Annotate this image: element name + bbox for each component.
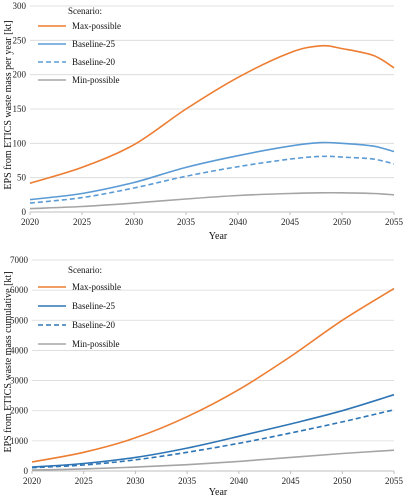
x-tick-label: 2040 [230,476,249,486]
y-tick-label: 200 [13,70,27,80]
x-axis-label: Year [209,231,228,242]
y-tick-label: 3000 [10,376,29,386]
legend-label: Min-possible [72,75,120,85]
y-tick-label: 0 [24,466,29,476]
y-tick-label: 300 [13,1,27,11]
legend-label: Min-possible [72,339,120,349]
y-tick-label: 1000 [10,436,29,446]
x-tick-label: 2045 [281,217,300,227]
x-tick-label: 2030 [126,476,145,486]
series-line-baseline-25 [29,141,395,201]
legend-title: Scenario: [68,265,102,275]
legend-label: Baseline-25 [72,301,115,311]
legend-title: Scenario: [68,6,102,16]
x-tick-label: 2020 [23,476,42,486]
y-axis-label: EPS from ETICS waste mass per year [kt] [3,20,14,189]
y-gridlines [30,5,394,213]
axes: 0 50 100 150 200 250 300 2020 2025 2030 2035 2040 20… [13,1,403,227]
x-tick-label: 2050 [333,476,352,486]
x-tick-label: 2020 [21,217,40,227]
y-tick-label: 5000 [10,315,29,325]
series-line-min-possible [31,449,395,471]
series-lines [29,44,395,210]
legend-label: Baseline-20 [72,57,115,67]
y-tick-label: 4000 [10,345,29,355]
legend-label: Baseline-25 [72,39,115,49]
y-tick-label: 250 [13,35,27,45]
axes: 0 1000 2000 3000 4000 5000 6000 7000 2020 2025 203… [10,255,403,486]
legend-label: Baseline-20 [72,320,115,330]
series-line-baseline-20 [31,409,395,469]
y-axis-label: EPS from ETICS waste mass cumulative [kt… [3,271,14,452]
series-line-baseline-25 [31,393,395,468]
series-lines [31,287,395,471]
series-line-max-possible [31,287,395,463]
y-tick-label: 2000 [10,406,29,416]
x-tick-label: 2035 [178,476,197,486]
legend: Scenario: Max-possible Baseline-25 Baselin… [38,6,121,85]
series-line-max-possible [29,44,395,184]
x-tick-label: 2050 [333,217,352,227]
chart-annual-eps: 0 50 100 150 200 250 300 2020 2025 2030 2035 2040 20… [3,1,403,242]
x-tick-label: 2040 [229,217,248,227]
x-tick-label: 2030 [125,217,144,227]
x-tick-label: 2055 [385,217,403,227]
legend-label: Max-possible [72,282,121,292]
legend: Scenario: Max-possible Baseline-25 Baselin… [38,265,121,349]
x-tick-label: 2045 [282,476,301,486]
x-axis-label: Year [209,487,228,498]
x-tick-label: 2055 [385,476,403,486]
x-tick-label: 2025 [75,476,94,486]
y-tick-label: 0 [22,207,27,217]
series-line-min-possible [29,191,395,210]
y-tick-label: 100 [13,138,27,148]
y-tick-label: 7000 [10,255,29,265]
y-tick-label: 50 [17,173,27,183]
y-tick-label: 150 [13,104,27,114]
legend-label: Max-possible [72,21,121,31]
x-tick-label: 2035 [177,217,196,227]
y-tick-label: 6000 [10,285,29,295]
series-line-baseline-20 [29,155,395,204]
chart-cumulative-eps: 0 1000 2000 3000 4000 5000 6000 7000 2020 2025 203… [3,255,403,498]
x-tick-label: 2025 [73,217,92,227]
